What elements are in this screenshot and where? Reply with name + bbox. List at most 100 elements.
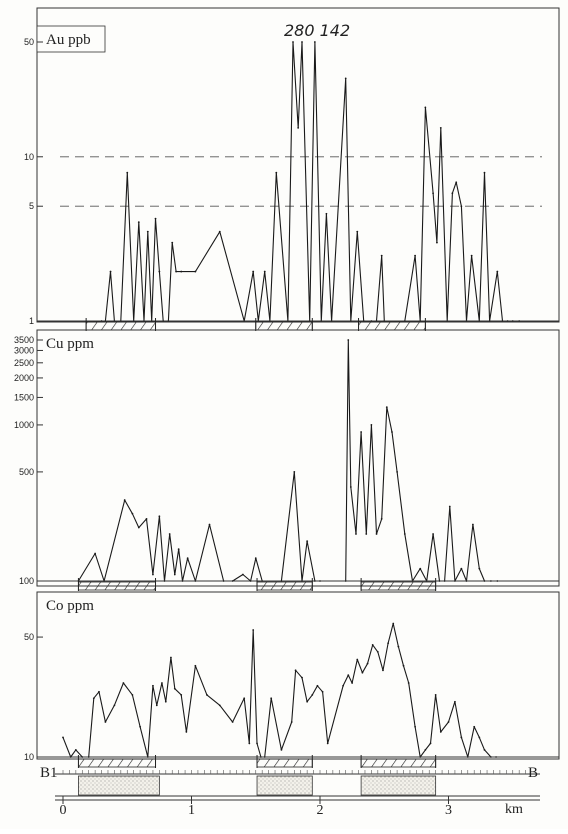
cu-data-point: [208, 523, 211, 526]
cu-data-point: [145, 517, 148, 520]
co-data-point: [206, 694, 208, 696]
co-data-point: [347, 674, 350, 677]
co-data-point: [434, 694, 437, 696]
co-data-point: [104, 721, 107, 723]
cu-data-point: [177, 548, 180, 551]
co-data-point: [74, 748, 77, 751]
au-data-point: [146, 230, 149, 233]
cu-data-point: [137, 526, 140, 529]
cu-data-point: [365, 533, 368, 535]
co-data-point: [316, 684, 319, 687]
co-data-point: [280, 748, 283, 751]
co-data-point: [356, 658, 359, 661]
au-data-point: [325, 212, 328, 215]
cu-hatched-interval: [360, 581, 437, 591]
co-data-point: [402, 664, 405, 667]
cu-data-point: [385, 406, 388, 409]
co-data-point: [270, 697, 273, 700]
co-data-point: [424, 748, 427, 751]
co-data-point: [122, 682, 125, 684]
co-data-point: [447, 721, 450, 723]
au-hatched-interval: [85, 321, 156, 331]
co-data-point: [139, 725, 142, 728]
km-unit-label: km: [505, 802, 523, 817]
cu-data-point: [370, 424, 373, 426]
co-data-point: [392, 622, 395, 625]
cu-ytick-label: 1000: [14, 420, 34, 430]
co-data-point: [478, 736, 481, 739]
co-data-point: [429, 742, 432, 745]
km-scale-ticks: 0 1 2 3: [55, 796, 540, 818]
co-data-point: [218, 704, 221, 707]
au-off-scale-annotation: 280 142: [284, 21, 350, 40]
co-hatched-intervals: [37, 755, 559, 768]
cu-ytick-label: 2000: [14, 373, 34, 383]
au-data-point: [137, 221, 140, 224]
co-data-point: [326, 742, 329, 745]
cu-data-point: [242, 573, 244, 576]
co-data-point: [460, 736, 463, 739]
au-y-ticks: 1 5 10 50: [24, 37, 43, 326]
cu-data-point: [375, 533, 378, 535]
au-series-polyline: [101, 41, 520, 322]
co-panel-title: Co ppm: [46, 598, 94, 614]
au-data-point: [414, 254, 416, 257]
au-data-point: [171, 241, 174, 244]
co-data-point: [483, 748, 486, 751]
au-data-point: [460, 205, 463, 208]
co-data-point: [306, 700, 309, 703]
au-data-point: [496, 270, 499, 273]
co-data-point: [194, 664, 197, 667]
au-data-point: [301, 41, 303, 43]
au-hatched-interval: [255, 321, 313, 331]
cu-data-point: [460, 567, 463, 570]
au-data-point: [451, 192, 454, 195]
co-data-point: [473, 725, 476, 728]
au-title-box: [36, 25, 106, 53]
co-data-point: [155, 704, 158, 707]
au-data-point: [356, 230, 359, 233]
cu-data-point: [131, 512, 134, 515]
au-data-point: [109, 270, 112, 273]
co-data-point: [170, 656, 172, 659]
section-end-label: B: [528, 765, 538, 781]
au-data-point: [154, 217, 157, 220]
co-data-point: [164, 700, 167, 703]
au-data-point: [194, 270, 197, 273]
cu-data-point: [293, 471, 296, 473]
au-data-point: [297, 126, 300, 129]
section-distance-ticks: [62, 770, 526, 774]
co-data-point: [387, 642, 390, 645]
co-data-point: [311, 694, 314, 696]
co-series-polyline: [62, 622, 496, 758]
section-strip: B1 B: [40, 765, 540, 797]
cu-data-point: [391, 431, 393, 433]
au-data-point: [252, 270, 255, 273]
co-data-point: [131, 694, 134, 696]
au-reference-lines: [60, 156, 542, 207]
km-scale-label: 2: [317, 803, 324, 818]
au-data-point: [313, 41, 316, 43]
co-data-point: [248, 742, 251, 745]
section-dotted-intervals: [78, 775, 437, 796]
co-data-point: [98, 690, 100, 693]
au-panel: Au ppb 280 142 1 5 10 50: [24, 7, 560, 331]
cu-data-point: [254, 557, 257, 560]
co-data-point: [243, 697, 246, 700]
co-data-point: [439, 731, 442, 733]
cu-data-point: [380, 517, 383, 520]
co-data-point: [252, 629, 255, 631]
co-data-point: [371, 644, 374, 646]
au-data-point: [455, 181, 458, 184]
cu-hatched-interval: [256, 581, 313, 591]
co-data-point: [366, 662, 369, 665]
au-data-point: [432, 192, 434, 195]
au-data-point: [180, 270, 183, 273]
cu-ytick-label: 100: [19, 576, 34, 586]
cu-data-point: [347, 339, 350, 341]
au-data-point: [436, 241, 438, 244]
co-data-point: [185, 731, 188, 733]
